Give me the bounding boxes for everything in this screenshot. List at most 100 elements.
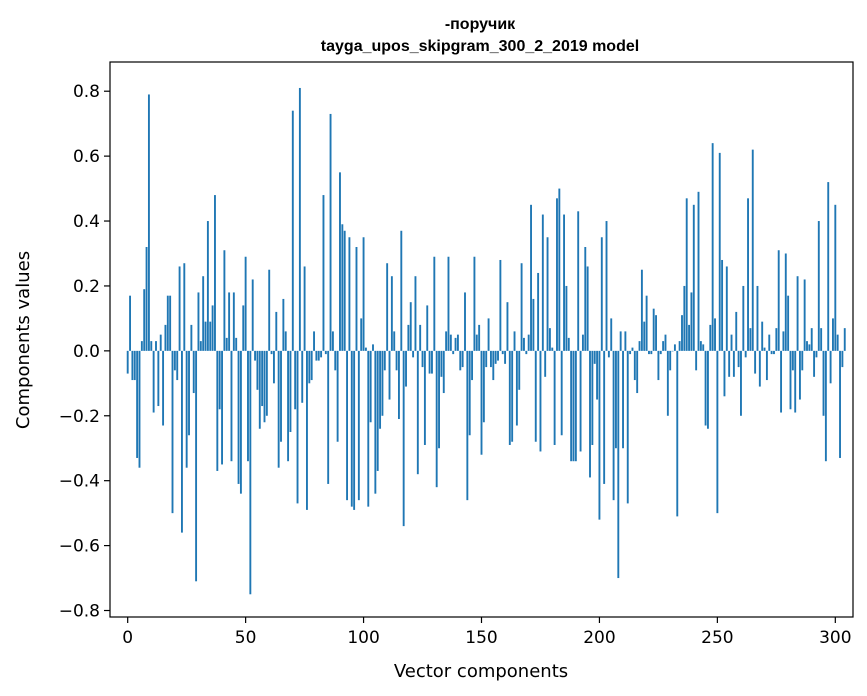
- bar-202: [603, 350, 606, 484]
- bar-282: [791, 350, 794, 371]
- bar-212: [626, 350, 629, 504]
- bar-84: [324, 350, 327, 355]
- bar-64: [277, 350, 280, 468]
- bar-257: [732, 350, 735, 377]
- bar-75: [303, 266, 306, 351]
- bar-45: [232, 292, 235, 351]
- x-tick-label: 300: [819, 628, 851, 648]
- chart-title-line-2: tayga_upos_skipgram_300_2_2019 model: [321, 38, 639, 55]
- bar-211: [624, 331, 627, 351]
- bar-242: [697, 191, 700, 351]
- bar-153: [487, 318, 490, 351]
- bar-157: [497, 350, 499, 361]
- bar-95: [350, 350, 353, 507]
- bar-118: [405, 350, 407, 387]
- bar-276: [777, 250, 780, 351]
- bar-254: [725, 266, 728, 351]
- bar-226: [659, 350, 662, 355]
- y-tick-label: −0.6: [59, 537, 100, 557]
- bar-266: [754, 350, 757, 374]
- bar-130: [433, 256, 436, 351]
- bar-170: [527, 334, 530, 351]
- bar-101: [364, 347, 367, 351]
- bar-193: [581, 334, 584, 351]
- bar-131: [435, 350, 438, 488]
- bar-5: [138, 350, 141, 468]
- bar-51: [247, 350, 249, 462]
- bar-187: [567, 337, 570, 351]
- bar-83: [322, 195, 325, 351]
- bar-299: [832, 318, 834, 351]
- bar-256: [730, 334, 733, 351]
- bar-138: [452, 350, 455, 355]
- bar-16: [164, 324, 167, 351]
- bar-67: [284, 331, 287, 351]
- plot-frame: [109, 61, 854, 618]
- bar-204: [607, 350, 610, 358]
- bar-215: [633, 350, 636, 381]
- bar-205: [610, 318, 613, 351]
- bar-104: [372, 344, 374, 351]
- bar-33: [204, 321, 207, 351]
- bar-184: [560, 350, 563, 436]
- y-tick-label: −0.8: [59, 602, 100, 622]
- bar-243: [699, 341, 702, 351]
- bar-66: [282, 298, 285, 351]
- bar-145: [468, 350, 471, 436]
- bar-270: [763, 347, 766, 351]
- y-tick-label: 0.0: [73, 342, 100, 362]
- bar-176: [541, 214, 544, 351]
- bar-178: [546, 237, 549, 351]
- bar-15: [162, 350, 165, 426]
- bar-210: [622, 350, 624, 449]
- bar-123: [416, 350, 419, 475]
- bar-79: [313, 331, 315, 351]
- bar-135: [445, 331, 448, 351]
- bar-238: [688, 324, 691, 351]
- bar-274: [773, 350, 775, 355]
- bar-127: [426, 305, 429, 351]
- bar-110: [386, 263, 389, 351]
- bar-220: [645, 295, 648, 351]
- bar-7: [143, 289, 146, 351]
- bar-54: [254, 350, 257, 361]
- bar-128: [428, 350, 431, 374]
- bar-173: [534, 350, 537, 442]
- bar-298: [829, 350, 832, 384]
- bar-240: [692, 204, 695, 351]
- bar-279: [784, 253, 787, 351]
- bar-156: [494, 350, 497, 364]
- bar-273: [770, 350, 773, 355]
- y-tick-label: 0.4: [73, 212, 100, 232]
- y-axis-ticks: −0.8 −0.6 −0.4 −0.2 0.0 0.2 0.4 0.6 0.8: [59, 82, 110, 622]
- bar-99: [360, 318, 363, 351]
- bar-271: [765, 350, 768, 381]
- bar-248: [711, 143, 714, 351]
- bar-233: [676, 350, 679, 517]
- bar-192: [579, 350, 582, 452]
- bar-206: [612, 350, 615, 501]
- bar-263: [747, 198, 749, 351]
- bar-97: [355, 247, 358, 351]
- bar-269: [761, 321, 764, 351]
- bar-137: [449, 334, 452, 351]
- bar-124: [419, 324, 422, 351]
- bar-203: [605, 221, 608, 351]
- bar-169: [525, 350, 528, 355]
- bar-300: [834, 204, 837, 351]
- bar-245: [704, 350, 707, 426]
- bar-199: [596, 350, 599, 400]
- bar-146: [471, 350, 474, 381]
- bar-186: [565, 285, 568, 351]
- bar-151: [482, 350, 485, 423]
- bar-0: [126, 350, 129, 374]
- bar-182: [556, 198, 558, 351]
- bar-143: [464, 292, 466, 351]
- bar-217: [638, 341, 641, 351]
- bar-175: [539, 350, 542, 452]
- bar-14: [159, 334, 162, 351]
- bar-177: [544, 350, 547, 377]
- bar-167: [520, 263, 523, 351]
- bar-162: [508, 350, 511, 445]
